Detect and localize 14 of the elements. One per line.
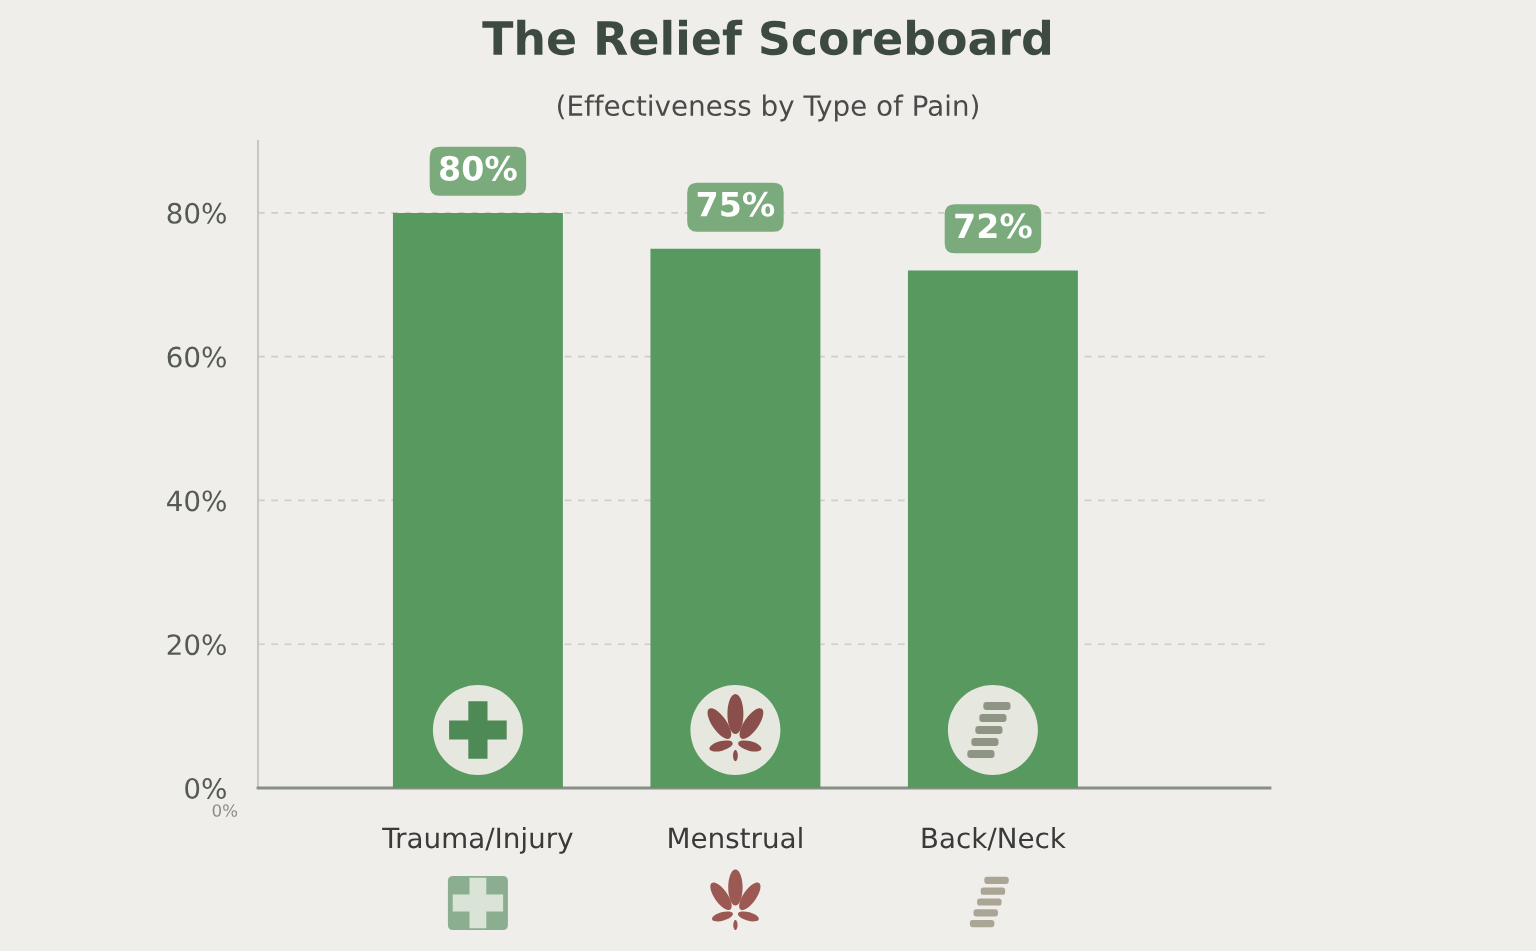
x-tick-label: Back/Neck bbox=[922, 826, 1066, 851]
text: 0% bbox=[212, 804, 238, 817]
y-tick-label: 0% bbox=[185, 777, 226, 799]
chart-title: The Relief Scoreboard bbox=[482, 19, 1050, 56]
data-label: 75% bbox=[697, 191, 775, 217]
data-label: 72% bbox=[955, 213, 1032, 239]
y-tick-label: 40% bbox=[167, 490, 226, 512]
x-tick-label: Trauma/Injury bbox=[382, 826, 573, 854]
y-tick-label: 20% bbox=[167, 634, 226, 656]
data-label: 80% bbox=[440, 155, 517, 181]
y-tick-label: 80% bbox=[167, 202, 226, 224]
y-tick-label: 60% bbox=[167, 346, 226, 368]
x-tick-label: Menstrual bbox=[669, 826, 802, 849]
chart-subtitle: (Effectiveness by Type of Pain) bbox=[558, 94, 978, 122]
